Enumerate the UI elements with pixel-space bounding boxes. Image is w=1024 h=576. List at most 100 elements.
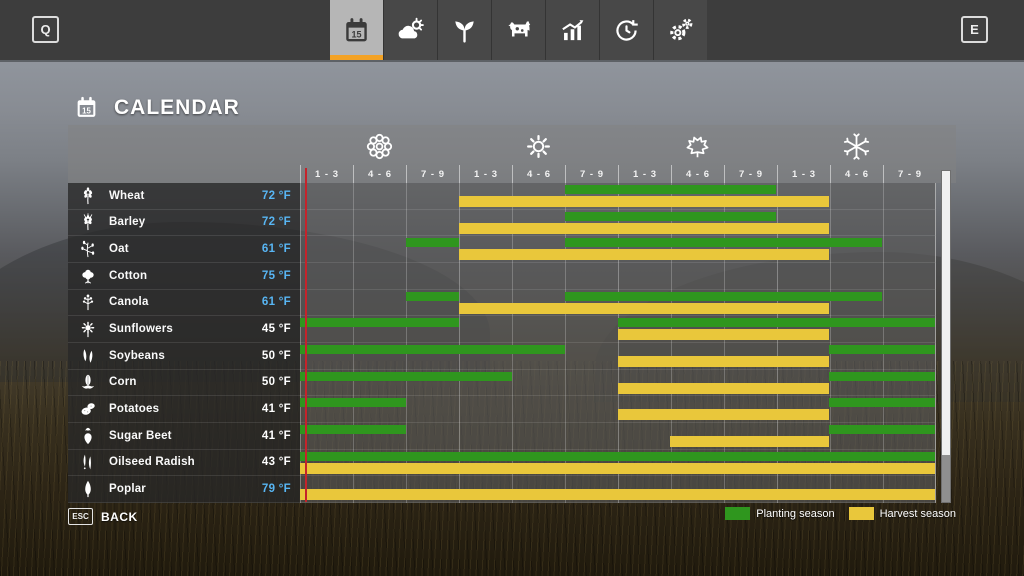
planting-bar [405, 291, 459, 301]
wheat-icon [79, 187, 97, 205]
period-label-autumn-1: 1 - 3 [618, 165, 671, 183]
crop-label-canola: Canola 61 °F [68, 289, 300, 317]
crop-timeline-wheat [300, 183, 936, 210]
tab-rotation[interactable] [600, 0, 653, 60]
oat-icon [79, 240, 97, 258]
crop-name: Sugar Beet [109, 429, 172, 442]
crop-name: Wheat [109, 189, 145, 202]
crop-label-potatoes: Potatoes 41 °F [68, 396, 300, 423]
crop-name: Soybeans [109, 349, 165, 362]
period-label-winter-1: 1 - 3 [777, 165, 830, 183]
harvest-bar [300, 462, 935, 474]
germination-temperature: 75 °F [261, 269, 291, 282]
sun-icon [525, 133, 552, 160]
poplar-icon [79, 480, 97, 498]
crop-timeline-potatoes [300, 396, 936, 423]
crop-label-oat: Oat 61 °F [68, 236, 300, 263]
crop-row-soybeans: Soybeans 50 °F [68, 342, 956, 370]
tab-weather[interactable] [384, 0, 437, 60]
crop-row-canola: Canola 61 °F [68, 289, 956, 317]
top-menu-bar: Q 15 E [0, 0, 1024, 60]
tab-crops[interactable] [438, 0, 491, 60]
planting-bar [300, 398, 406, 408]
planting-bar [829, 344, 935, 354]
crop-row-barley: Barley 72 °F [68, 209, 956, 237]
crop-label-cotton: Cotton 75 °F [68, 262, 300, 290]
planting-bar [564, 238, 883, 248]
legend-swatch-harvest [848, 507, 874, 520]
key-hint-q[interactable]: Q [32, 16, 59, 43]
germination-temperature: 50 °F [261, 349, 291, 362]
germination-temperature: 50 °F [261, 376, 291, 389]
crops-icon [450, 16, 479, 45]
settings-icon [666, 16, 695, 45]
crop-timeline-poplar [300, 476, 936, 503]
germination-temperature: 61 °F [261, 243, 291, 256]
period-label-winter-2: 4 - 6 [830, 165, 883, 183]
key-hint-e-label: E [970, 22, 979, 37]
page-title: CALENDAR [114, 95, 240, 119]
crop-name: Corn [109, 376, 137, 389]
back-button[interactable]: ESC BACK [68, 508, 138, 525]
tab-calendar[interactable]: 15 [330, 0, 383, 60]
season-autumn [618, 127, 777, 165]
tab-settings[interactable] [654, 0, 707, 60]
planting-bar [829, 424, 935, 434]
crop-label-oilseed-radish: Oilseed Radish 43 °F [68, 449, 300, 477]
current-day-marker [305, 168, 308, 502]
soybean-icon [79, 347, 97, 365]
planting-bar [564, 211, 777, 221]
period-label-autumn-2: 4 - 6 [671, 165, 724, 183]
crop-label-sugar-beet: Sugar Beet 41 °F [68, 422, 300, 450]
crop-timeline-corn [300, 369, 936, 397]
planting-bar [829, 371, 935, 381]
planting-bar [300, 424, 406, 434]
leaf-icon [684, 133, 711, 160]
germination-temperature: 43 °F [261, 456, 291, 469]
rotation-icon [612, 16, 641, 45]
planting-bar [617, 318, 935, 328]
corn-icon [79, 373, 97, 391]
legend-item-harvest: Harvest season [848, 507, 956, 520]
barley-icon [79, 213, 97, 231]
flower-icon [366, 133, 393, 160]
germination-temperature: 41 °F [261, 429, 291, 442]
crop-label-barley: Barley 72 °F [68, 209, 300, 237]
crop-row-poplar: Poplar 79 °F [68, 476, 956, 503]
crop-timeline-sunflowers [300, 316, 936, 343]
harvest-bar [617, 382, 830, 394]
harvest-bar [458, 196, 830, 207]
svg-text:15: 15 [82, 106, 91, 115]
crop-timeline-canola [300, 289, 936, 317]
planting-bar [564, 185, 777, 194]
scrollbar-thumb[interactable] [942, 171, 950, 455]
calendar-15-icon: 15 [342, 16, 371, 45]
planting-bar [300, 318, 459, 328]
crop-row-corn: Corn 50 °F [68, 369, 956, 397]
germination-temperature: 45 °F [261, 323, 291, 336]
crop-rows: Wheat 72 °F Barley 72 °F Oat 61 °F Cotton 75 °F… [68, 183, 956, 503]
planting-bar [300, 371, 512, 381]
tab-statistics[interactable] [546, 0, 599, 60]
crop-label-wheat: Wheat 72 °F [68, 183, 300, 210]
crop-label-poplar: Poplar 79 °F [68, 476, 300, 503]
scrollbar[interactable] [941, 170, 951, 503]
crop-name: Barley [109, 216, 146, 229]
esc-key-label: ESC [72, 512, 89, 521]
period-label-winter-3: 7 - 9 [883, 165, 936, 183]
crop-row-oilseed-radish: Oilseed Radish 43 °F [68, 449, 956, 477]
crop-timeline-barley [300, 209, 936, 237]
key-hint-q-label: Q [40, 22, 51, 37]
crop-row-cotton: Cotton 75 °F [68, 262, 956, 290]
period-label-autumn-3: 7 - 9 [724, 165, 777, 183]
sunflower-icon [79, 320, 97, 338]
crop-name: Oilseed Radish [109, 456, 195, 469]
legend-swatch-planting [725, 507, 751, 520]
tab-animals[interactable] [492, 0, 545, 60]
page-title-block: 15 CALENDAR [74, 95, 240, 120]
key-hint-e[interactable]: E [961, 16, 988, 43]
period-label-summer-3: 7 - 9 [565, 165, 618, 183]
germination-temperature: 61 °F [261, 296, 291, 309]
